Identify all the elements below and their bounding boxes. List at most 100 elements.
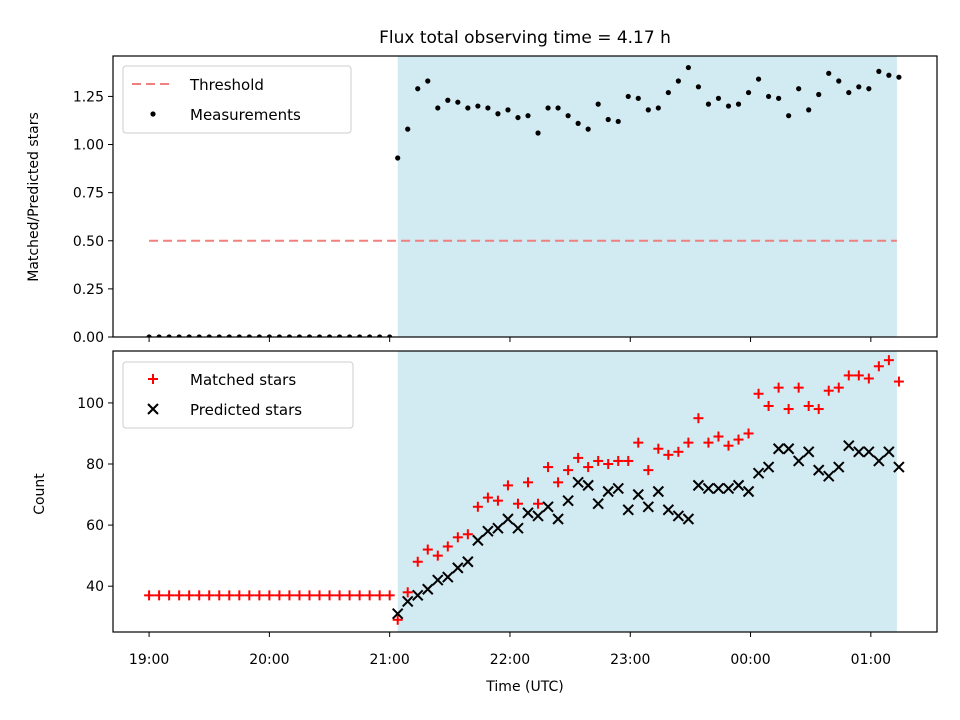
bottom-x-tick-label: 22:00 <box>490 652 530 668</box>
matched-star-point <box>793 382 804 393</box>
measurement-point <box>796 86 802 92</box>
measurement-point <box>685 64 691 71</box>
measurement-point <box>415 86 421 92</box>
matched-star-point <box>412 556 423 567</box>
measurement-point <box>786 113 792 119</box>
matched-star-point <box>364 590 375 601</box>
predicted-star-point <box>802 446 815 458</box>
matched-star-point <box>244 590 255 601</box>
matched-star-point <box>512 498 523 509</box>
measurement-point <box>226 334 232 337</box>
top-legend-box <box>122 65 352 134</box>
bottom-y-ticks: 40 60 80 100 <box>77 396 113 595</box>
predicted-star-point <box>391 607 404 620</box>
predicted-star-point <box>843 439 855 452</box>
bottom-x-tick-label: 21:00 <box>369 652 409 668</box>
measurement-point <box>545 105 551 111</box>
matched-star-point <box>563 465 574 476</box>
legend-measurements-label: Measurements <box>190 106 301 124</box>
matched-star-point <box>314 590 325 601</box>
measurement-point <box>206 334 212 337</box>
bottom-y-tick-label: 80 <box>86 457 104 473</box>
matched-star-point <box>214 590 225 601</box>
top-axes-frame <box>112 55 938 338</box>
top-y-tick-label: 0.00 <box>73 330 104 346</box>
matched-star-point <box>633 437 644 448</box>
matched-star-point <box>144 590 155 601</box>
matched-star-point <box>843 370 854 381</box>
matched-star-point <box>502 480 513 491</box>
measurement-point <box>286 334 293 337</box>
measurement-point <box>595 101 601 107</box>
measurement-point <box>555 105 561 111</box>
matched-star-point <box>304 590 315 601</box>
legend-matched-swatch <box>148 374 158 384</box>
matched-star-point <box>492 495 503 506</box>
bottom-legend-box <box>122 361 354 429</box>
measurement-point <box>326 334 333 337</box>
predicted-star-point <box>792 455 805 467</box>
bottom-shaded-span <box>397 351 897 632</box>
matched-star-point <box>823 385 834 396</box>
measurement-point <box>266 334 272 337</box>
matched-star-point <box>482 492 493 503</box>
predicted-star-point <box>672 510 685 522</box>
measurement-point <box>425 78 431 84</box>
predicted-star-point <box>772 443 785 455</box>
top-y-tick-label: 0.75 <box>73 186 104 202</box>
matched-star-point <box>623 455 634 466</box>
top-y-axis-label: Matched/Predicted stars <box>26 112 42 282</box>
matched-star-point <box>593 455 604 466</box>
top-x-ticks <box>148 337 872 342</box>
measurement-point <box>296 334 303 337</box>
top-markers <box>146 64 902 337</box>
top-panel: 0.00 0.25 0.50 0.75 1.00 1.25 Matched/Predict… <box>26 55 938 346</box>
measurement-point <box>356 334 363 337</box>
measurement-point <box>455 99 461 105</box>
legend-matched-label: Matched stars <box>190 371 296 389</box>
matched-star-point <box>833 382 844 393</box>
predicted-star-point <box>412 589 424 602</box>
top-y-tick-label: 1.25 <box>73 89 104 105</box>
matched-star-point <box>462 529 473 540</box>
measurement-point <box>856 84 862 90</box>
measurement-point <box>605 116 611 123</box>
matched-star-point <box>254 590 265 601</box>
measurement-point <box>776 95 782 101</box>
predicted-star-point <box>692 479 705 492</box>
measurement-point <box>836 78 842 84</box>
measurement-point <box>816 91 822 98</box>
measurement-point <box>876 68 882 74</box>
legend-measurements-swatch <box>150 111 156 117</box>
predicted-star-point <box>572 476 584 489</box>
matched-star-point <box>763 400 774 411</box>
matched-star-point <box>883 355 894 366</box>
legend-predicted-marker <box>147 403 159 415</box>
predicted-star-point <box>422 583 434 595</box>
measurement-point <box>715 95 722 101</box>
matched-star-point <box>274 590 285 601</box>
matched-star-point <box>374 590 385 601</box>
measurement-point <box>735 101 742 107</box>
matched-star-point <box>224 590 235 601</box>
measurement-point <box>585 126 591 132</box>
predicted-star-point <box>442 571 454 583</box>
measurement-point <box>465 105 471 111</box>
matched-star-point <box>753 388 764 399</box>
matched-star-point <box>264 590 275 601</box>
predicted-star-point <box>552 513 564 525</box>
measurement-point <box>655 105 661 111</box>
matched-star-point <box>773 382 784 393</box>
predicted-star-point <box>642 501 655 513</box>
legend-predicted-label: Predicted stars <box>190 401 302 419</box>
predicted-star-point <box>732 479 745 492</box>
matched-star-point <box>204 590 215 601</box>
bottom-x-tick-label: 19:00 <box>129 652 169 668</box>
top-y-tick-label: 0.50 <box>73 234 104 250</box>
matched-star-point <box>184 590 195 601</box>
top-y-tick-label: 1.00 <box>73 138 104 154</box>
measurement-point <box>866 86 872 92</box>
measurement-point <box>625 93 631 100</box>
matched-star-point <box>392 614 403 625</box>
legend-predicted-swatch <box>147 403 159 415</box>
